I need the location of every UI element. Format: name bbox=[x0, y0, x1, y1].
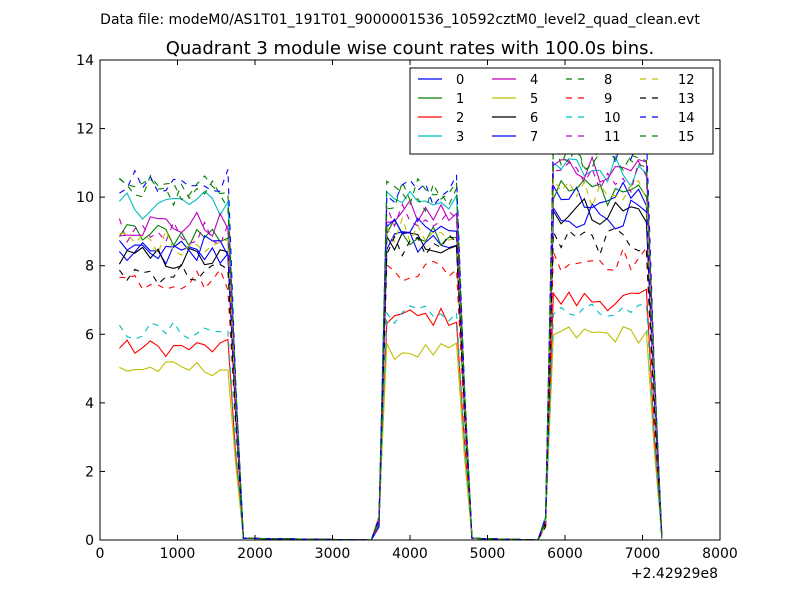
series-layer bbox=[118, 127, 663, 540]
x-tick-label: 6000 bbox=[547, 546, 583, 562]
x-tick-label: 1000 bbox=[160, 546, 196, 562]
series-line-3 bbox=[119, 155, 663, 540]
series-line-15 bbox=[119, 141, 663, 540]
series-line-10 bbox=[118, 303, 663, 540]
series-line-2 bbox=[119, 288, 663, 540]
legend-label-15: 15 bbox=[678, 130, 695, 145]
x-tick-labels: 0 1000 2000 3000 4000 5000 6000 7000 8000 bbox=[96, 546, 738, 562]
y-tick-label: 10 bbox=[76, 190, 94, 206]
legend-label-10: 10 bbox=[604, 111, 621, 126]
y-tick-labels: 0 2 4 6 8 10 12 14 bbox=[76, 53, 94, 549]
legend-label-5: 5 bbox=[530, 92, 538, 107]
series-line-13 bbox=[118, 227, 663, 540]
figure-suptitle: Data file: modeM0/AS1T01_191T01_90000015… bbox=[100, 12, 700, 28]
legend-label-14: 14 bbox=[678, 111, 695, 126]
legend-label-1: 1 bbox=[456, 92, 464, 107]
series-line-5 bbox=[119, 326, 663, 540]
x-tick-label: 8000 bbox=[702, 546, 738, 562]
x-tick-label: 2000 bbox=[237, 546, 273, 562]
x-offset-label: +2.42929e8 bbox=[631, 566, 718, 582]
series-line-12 bbox=[119, 177, 663, 540]
chart-title: Quadrant 3 module wise count rates with … bbox=[166, 38, 655, 59]
legend-label-3: 3 bbox=[456, 130, 464, 145]
legend-label-4: 4 bbox=[530, 73, 538, 88]
legend-label-0: 0 bbox=[456, 73, 464, 88]
legend-label-9: 9 bbox=[604, 92, 612, 107]
x-tick-label: 4000 bbox=[392, 546, 428, 562]
y-tick-label: 4 bbox=[85, 396, 94, 412]
series-line-4 bbox=[119, 155, 663, 540]
y-tick-label: 0 bbox=[85, 533, 94, 549]
x-tick-label: 3000 bbox=[315, 546, 351, 562]
y-tick-label: 12 bbox=[76, 122, 94, 138]
legend-label-6: 6 bbox=[530, 111, 538, 126]
series-line-1 bbox=[118, 178, 663, 540]
legend-label-8: 8 bbox=[604, 73, 612, 88]
legend-label-12: 12 bbox=[678, 73, 695, 88]
y-tick-label: 8 bbox=[85, 259, 94, 275]
x-tick-label: 7000 bbox=[625, 546, 661, 562]
series-line-9 bbox=[119, 246, 663, 540]
legend-label-2: 2 bbox=[456, 111, 464, 126]
y-tick-label: 2 bbox=[85, 464, 94, 480]
legend-label-7: 7 bbox=[530, 130, 538, 145]
legend-label-13: 13 bbox=[678, 92, 695, 107]
y-tick-label: 6 bbox=[85, 327, 94, 343]
legend-box bbox=[409, 67, 714, 155]
plot-frame bbox=[99, 59, 721, 541]
legend-label-11: 11 bbox=[604, 130, 621, 145]
series-line-7 bbox=[118, 199, 663, 540]
x-tick-label: 0 bbox=[96, 546, 105, 562]
x-tick-label: 5000 bbox=[470, 546, 506, 562]
y-tick-label: 14 bbox=[76, 53, 94, 69]
